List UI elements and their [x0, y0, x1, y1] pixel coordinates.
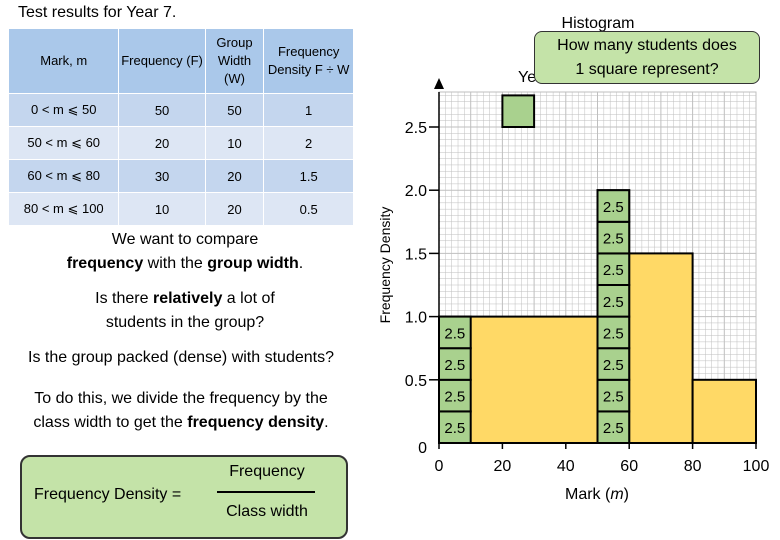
method-text: To do this, we divide the frequency by t… — [0, 387, 362, 435]
axes — [434, 78, 756, 444]
question-dense: Is the group packed (dense) with student… — [28, 349, 334, 366]
square-label: 2.5 — [603, 357, 624, 374]
square-label: 2.5 — [603, 262, 624, 279]
cell-width: 10 — [204, 126, 265, 160]
x-tick-label: 100 — [743, 458, 770, 475]
square-label: 2.5 — [444, 325, 465, 342]
method-line1: To do this, we divide the frequency by t… — [34, 390, 328, 407]
square-label: 2.5 — [603, 199, 624, 216]
header-mark: Mark, m — [7, 28, 120, 94]
cell-mark: 80 < m ⩽ 100 — [7, 192, 120, 226]
cell-frequency: 50 — [118, 93, 206, 127]
q1-bold: relatively — [152, 290, 223, 307]
chart-title-fragment: Histogram — [562, 15, 635, 32]
cell-mark: 0 < m ⩽ 50 — [7, 93, 120, 127]
square-label: 2.5 — [444, 389, 465, 406]
callout-line2: 1 square represent? — [575, 61, 719, 78]
header-frequency-density: Frequency Density F ÷ W — [263, 28, 354, 94]
y-tick-label: 2.5 — [405, 120, 427, 137]
table-row: 50 < m ⩽ 60 20 10 2 — [7, 126, 354, 160]
compare-bold-frequency: frequency — [66, 255, 144, 272]
cell-frequency: 30 — [118, 159, 206, 193]
table-header-row: Mark, m Frequency (F) Group Width (W) Fr… — [7, 28, 354, 94]
y-tick-label: 1.0 — [405, 310, 427, 327]
y-tick-label: 0 — [418, 440, 427, 457]
slide-title: Test results for Year 7. — [18, 4, 177, 21]
square-label: 2.5 — [444, 420, 465, 437]
cell-width: 50 — [204, 93, 265, 127]
square-label: 2.5 — [603, 231, 624, 248]
method-bold: frequency density — [187, 414, 325, 431]
header-group-width: Group Width (W) — [204, 28, 265, 94]
formula-denominator: Class width — [226, 503, 308, 520]
square-block — [596, 410, 631, 444]
formula-fraction-bar — [217, 491, 315, 493]
cell-density: 1 — [263, 93, 354, 127]
x-tick-label: 20 — [494, 458, 512, 475]
y-axis-arrow — [434, 78, 444, 89]
table-row: 0 < m ⩽ 50 50 50 1 — [7, 93, 354, 127]
formula-label: Frequency Density = — [34, 486, 182, 503]
square-label: 2.5 — [603, 389, 624, 406]
y-axis-label: Frequency Density — [377, 207, 393, 324]
cell-width: 20 — [204, 192, 265, 226]
x-tick-label: 0 — [435, 458, 444, 475]
y-tick-label: 0.5 — [405, 373, 427, 390]
formula-box: Frequency Density = Frequency Class widt… — [20, 455, 348, 539]
cell-density: 0.5 — [263, 192, 354, 226]
formula-numerator: Frequency — [229, 463, 305, 480]
histogram-bar — [691, 378, 757, 444]
square-block — [596, 189, 631, 223]
x-tick-label: 40 — [557, 458, 575, 475]
highlight-square — [501, 94, 536, 129]
question-callout: How many students does 1 square represen… — [534, 31, 760, 84]
compare-text: We want to compare frequency with the gr… — [30, 228, 340, 276]
results-table: Mark, m Frequency (F) Group Width (W) Fr… — [7, 28, 354, 226]
question-relatively: Is there relatively a lot of students in… — [30, 287, 340, 335]
square-block — [438, 315, 472, 350]
q1-line2: students in the group? — [105, 314, 265, 331]
header-frequency: Frequency (F) — [118, 28, 206, 94]
cell-mark: 50 < m ⩽ 60 — [7, 126, 120, 160]
compare-line2: frequency with the group width. — [66, 255, 304, 272]
square-label: 2.5 — [603, 325, 624, 342]
square-label: 2.5 — [603, 294, 624, 311]
method-line2: class width to get the frequency density… — [33, 414, 329, 431]
table-row: 80 < m ⩽ 100 10 20 0.5 — [7, 192, 354, 226]
y-tick-label: 2.0 — [405, 183, 427, 200]
cell-frequency: 10 — [118, 192, 206, 226]
compare-bold-group-width: group width — [207, 255, 299, 272]
histogram-bar — [628, 252, 694, 444]
tick-labels: 0 20 40 60 80 100 0 0.5 1.0 1.5 2.0 2.5 — [405, 120, 770, 475]
cell-mark: 60 < m ⩽ 80 — [7, 159, 120, 193]
table-row: 60 < m ⩽ 80 30 20 1.5 — [7, 159, 354, 193]
compare-line1: We want to compare — [111, 231, 259, 248]
x-tick-label: 80 — [684, 458, 702, 475]
square-label: 2.5 — [603, 420, 624, 437]
cell-density: 1.5 — [263, 159, 354, 193]
x-axis-label: Mark (m) — [565, 486, 629, 503]
x-tick-label: 60 — [620, 458, 638, 475]
y-tick-label: 1.5 — [405, 246, 427, 263]
callout-line1: How many students does — [557, 37, 737, 54]
chart-title-fragment-ye: Ye — [518, 69, 536, 86]
q1-line1: Is there relatively a lot of — [95, 290, 275, 307]
square-columns: 2.5 2.5 2.5 2.5 2.5 2.5 2.5 2.5 2.5 2.5 2.5 2.5 — [438, 94, 631, 444]
cell-frequency: 20 — [118, 126, 206, 160]
square-label: 2.5 — [444, 357, 465, 374]
